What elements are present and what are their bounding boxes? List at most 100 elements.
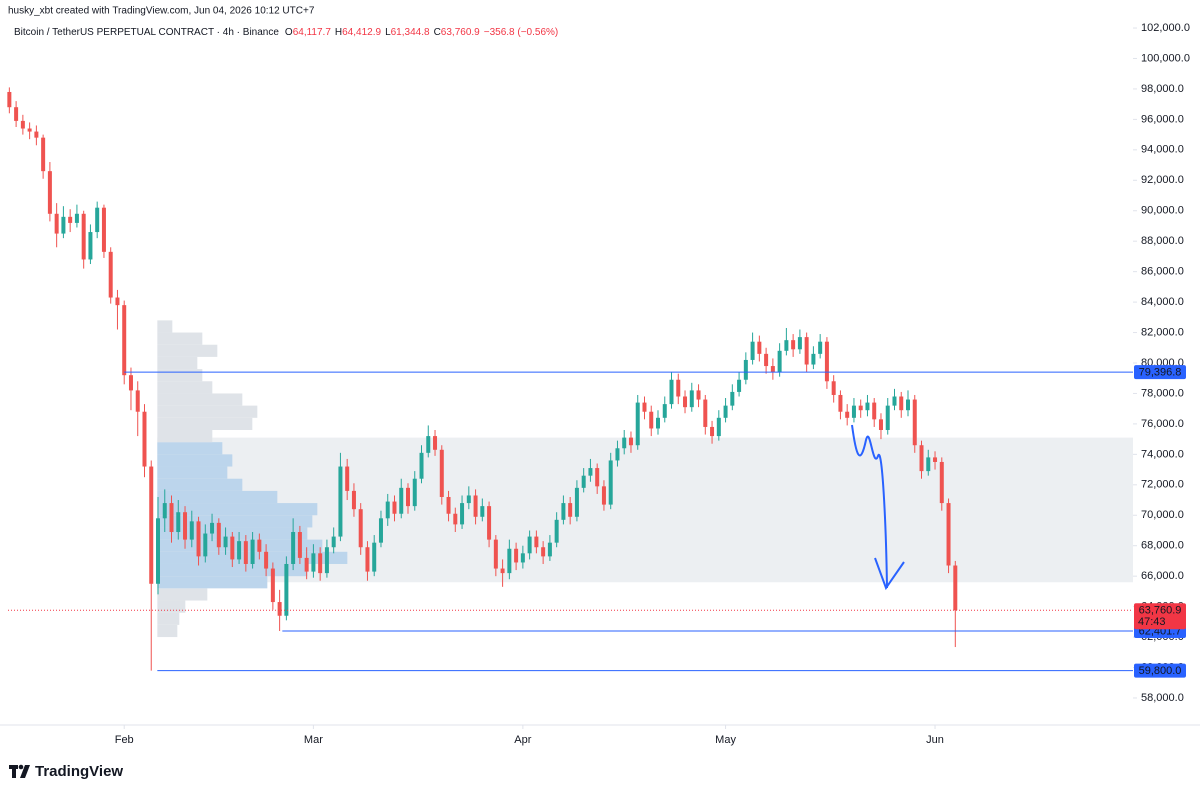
y-tick-label: 68,000.0 xyxy=(1141,540,1184,552)
candle-body xyxy=(757,341,762,354)
ohlc-key: O xyxy=(285,27,293,38)
candle-body xyxy=(426,436,431,453)
candle-body xyxy=(433,436,438,450)
candle-body xyxy=(412,478,417,507)
candle-body xyxy=(811,353,816,365)
candle-body xyxy=(378,518,383,543)
candle-body xyxy=(622,437,627,449)
candle-body xyxy=(243,541,248,564)
y-tick-label: 82,000.0 xyxy=(1141,326,1184,338)
candle-body xyxy=(27,128,32,132)
y-tick-label: 70,000.0 xyxy=(1141,509,1184,521)
candle-body xyxy=(581,475,586,488)
credit: husky_xbt created with TradingView.com, … xyxy=(8,6,315,17)
y-tick-label: 96,000.0 xyxy=(1141,113,1184,125)
candle-body xyxy=(399,487,404,514)
candle-body xyxy=(156,518,160,584)
candle-body xyxy=(899,396,904,411)
candle-body xyxy=(439,449,444,497)
candle-body xyxy=(331,536,336,548)
candle-body xyxy=(74,213,79,223)
candle-body xyxy=(122,305,127,376)
volume-profile-bar xyxy=(157,503,318,516)
level-label: 59,800.0 xyxy=(1139,665,1182,677)
candle-body xyxy=(14,107,19,121)
candle-body xyxy=(716,417,721,437)
candle-body xyxy=(108,251,113,298)
candle-body xyxy=(568,503,573,517)
candle-body xyxy=(926,457,931,472)
ohlc-key: L xyxy=(385,27,391,38)
volume-profile-bar xyxy=(157,478,243,491)
candle-body xyxy=(460,503,465,525)
candle-body xyxy=(906,399,910,411)
countdown: 47:43 xyxy=(1138,616,1166,628)
y-tick-label: 88,000.0 xyxy=(1141,235,1184,247)
candle-body xyxy=(507,548,512,574)
symbol: Bitcoin / TetherUS PERPETUAL CONTRACT · … xyxy=(14,27,279,38)
candle-body xyxy=(257,539,262,552)
candle-body xyxy=(574,487,579,517)
candle-body xyxy=(885,405,890,430)
candle-body xyxy=(237,541,242,560)
candle-body xyxy=(723,405,728,418)
candle-body xyxy=(473,495,478,517)
logo: TradingView xyxy=(9,763,123,780)
last-price-label: 63,760.9 xyxy=(1139,605,1182,617)
volume-profile-bar xyxy=(157,466,228,479)
volume-profile-bar xyxy=(157,417,253,430)
volume-profile-bar xyxy=(157,600,186,613)
candle-body xyxy=(419,452,424,479)
y-tick-label: 92,000.0 xyxy=(1141,174,1184,186)
candle-body xyxy=(872,402,877,420)
candle-body xyxy=(784,340,789,351)
candle-body xyxy=(351,490,356,510)
candle-body xyxy=(669,379,674,405)
y-tick-label: 90,000.0 xyxy=(1141,205,1184,217)
candle-body xyxy=(372,542,377,572)
candle-body xyxy=(358,509,363,548)
candle-body xyxy=(345,466,350,491)
candle-body xyxy=(20,120,25,129)
candle-body xyxy=(311,553,316,572)
y-tick-label: 72,000.0 xyxy=(1141,479,1184,491)
y-tick-label: 86,000.0 xyxy=(1141,266,1184,278)
candle-body xyxy=(514,548,519,563)
candle-body xyxy=(642,402,647,412)
candle-body xyxy=(176,512,181,533)
volume-profile-bar xyxy=(157,576,268,589)
candle-body xyxy=(804,337,809,365)
candle-body xyxy=(750,341,755,360)
x-tick-label: Mar xyxy=(304,734,323,746)
candle-body xyxy=(865,402,870,411)
candle-body xyxy=(912,399,917,446)
volume-profile-bar xyxy=(157,320,173,333)
candle-body xyxy=(689,390,694,408)
candle-body xyxy=(34,131,39,138)
brand: TradingView xyxy=(35,763,123,780)
candle-body xyxy=(527,536,532,554)
candle-body xyxy=(851,405,856,418)
y-tick-label: 100,000.0 xyxy=(1141,52,1190,64)
candle-body xyxy=(291,532,296,564)
x-tick-label: May xyxy=(715,734,736,746)
volume-profile-bar xyxy=(157,381,213,394)
candle-body xyxy=(392,501,397,514)
candle-body xyxy=(710,426,715,437)
candle-body xyxy=(406,487,410,507)
candle-body xyxy=(264,551,269,569)
candle-body xyxy=(210,522,215,534)
candle-body xyxy=(770,366,775,373)
candle-body xyxy=(487,506,492,540)
volume-profile-bar xyxy=(157,429,213,443)
volume-profile-bar xyxy=(157,369,203,382)
candle-body xyxy=(500,568,505,574)
candle-body xyxy=(318,553,323,574)
y-tick-label: 84,000.0 xyxy=(1141,296,1184,308)
ohlc-key: H xyxy=(335,27,342,38)
candle-body xyxy=(628,437,633,446)
candle-body xyxy=(831,381,836,395)
candle-body xyxy=(324,547,329,574)
volume-profile-bar xyxy=(157,393,243,406)
